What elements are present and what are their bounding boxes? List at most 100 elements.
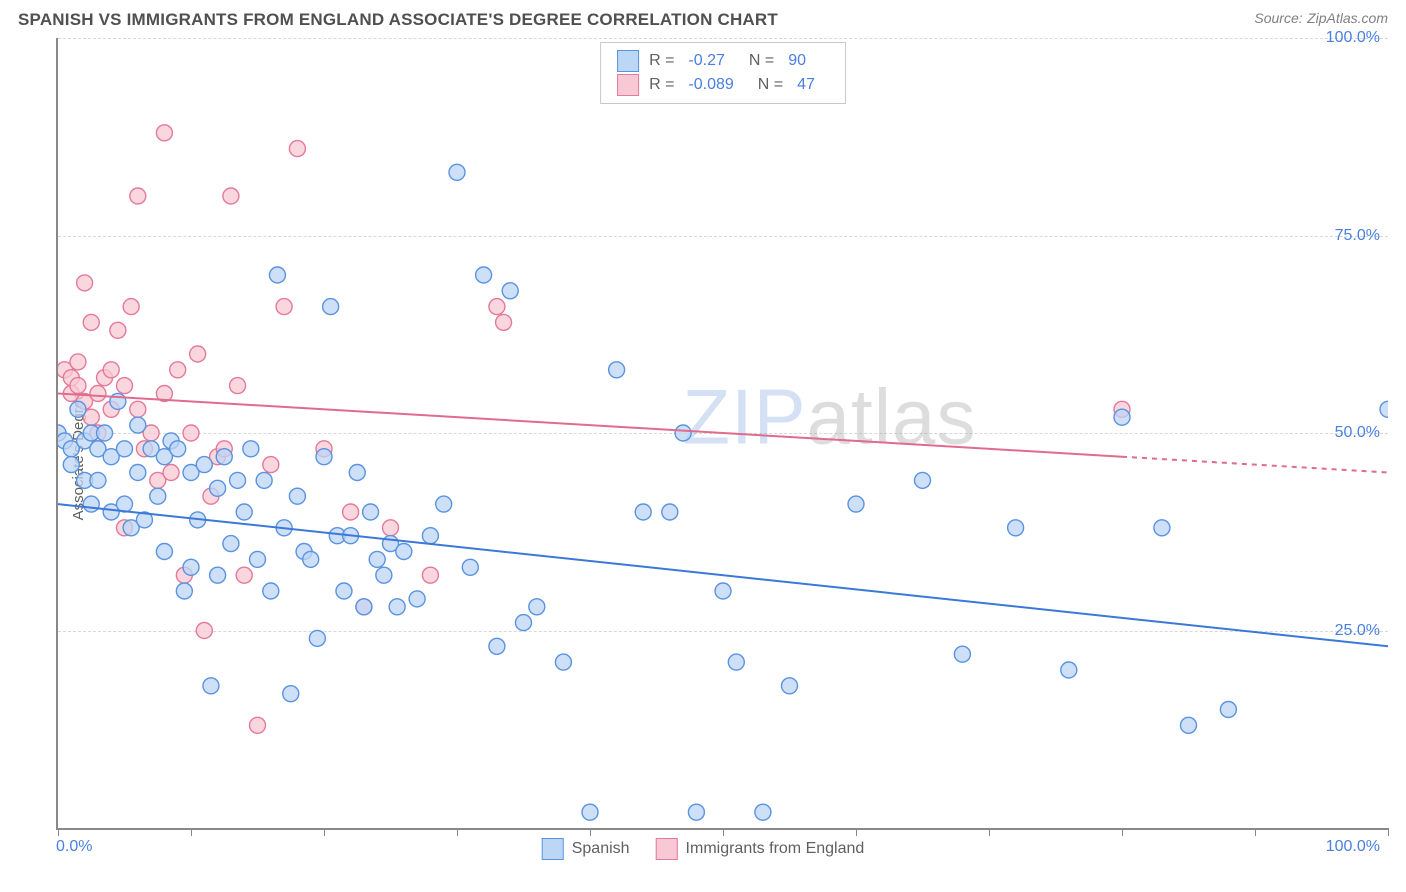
scatter-point [356, 599, 372, 615]
n-label-1: N = [758, 73, 783, 97]
scatter-point [156, 125, 172, 141]
scatter-point [462, 559, 478, 575]
legend-row-0: R = -0.27 N = 90 [617, 49, 829, 73]
scatter-point [83, 496, 99, 512]
scatter-point [236, 504, 252, 520]
scatter-point [97, 425, 113, 441]
x-tick [723, 828, 724, 836]
scatter-point [1220, 702, 1236, 718]
scatter-point [230, 378, 246, 394]
scatter-point [223, 536, 239, 552]
scatter-point [316, 449, 332, 465]
scatter-point [848, 496, 864, 512]
scatter-point [283, 686, 299, 702]
x-axis-min-label: 0.0% [56, 838, 92, 856]
scatter-point [303, 551, 319, 567]
scatter-point [190, 346, 206, 362]
n-value-0: 90 [788, 49, 806, 73]
r-label-1: R = [649, 73, 674, 97]
scatter-point [90, 386, 106, 402]
scatter-point [449, 164, 465, 180]
x-tick [457, 828, 458, 836]
scatter-point [396, 544, 412, 560]
scatter-point [1114, 409, 1130, 425]
scatter-point [609, 362, 625, 378]
scatter-point [196, 457, 212, 473]
scatter-point [203, 678, 219, 694]
scatter-point [662, 504, 678, 520]
legend-bottom-swatch-0 [542, 838, 564, 860]
scatter-point [176, 583, 192, 599]
scatter-point [383, 520, 399, 536]
scatter-point [1061, 662, 1077, 678]
scatter-point [83, 314, 99, 330]
scatter-point [516, 615, 532, 631]
scatter-point [336, 583, 352, 599]
scatter-point [376, 567, 392, 583]
scatter-point [323, 299, 339, 315]
legend-bottom-swatch-1 [656, 838, 678, 860]
trend-line [58, 504, 1388, 646]
scatter-point [210, 480, 226, 496]
scatter-point [343, 504, 359, 520]
scatter-point [728, 654, 744, 670]
scatter-point [555, 654, 571, 670]
scatter-point [389, 599, 405, 615]
scatter-point [103, 362, 119, 378]
x-tick [989, 828, 990, 836]
scatter-point [269, 267, 285, 283]
scatter-point [163, 465, 179, 481]
legend-bottom-label-1: Immigrants from England [686, 840, 865, 858]
scatter-point [223, 188, 239, 204]
source-name: ZipAtlas.com [1307, 10, 1388, 26]
scatter-point [915, 472, 931, 488]
scatter-point [276, 299, 292, 315]
scatter-point [489, 638, 505, 654]
legend-item-0: Spanish [542, 838, 630, 860]
scatter-point [489, 299, 505, 315]
scatter-point [77, 275, 93, 291]
x-tick [1255, 828, 1256, 836]
scatter-point [289, 141, 305, 157]
scatter-point [409, 591, 425, 607]
scatter-point [1008, 520, 1024, 536]
scatter-point [130, 465, 146, 481]
scatter-point [150, 488, 166, 504]
scatter-point [363, 504, 379, 520]
scatter-point [1181, 717, 1197, 733]
scatter-point [349, 465, 365, 481]
scatter-point [183, 425, 199, 441]
x-tick [191, 828, 192, 836]
scatter-point [90, 472, 106, 488]
r-label-0: R = [649, 49, 674, 73]
scatter-point [782, 678, 798, 694]
n-label-0: N = [749, 49, 774, 73]
scatter-point [422, 528, 438, 544]
chart-title: SPANISH VS IMMIGRANTS FROM ENGLAND ASSOC… [18, 10, 778, 30]
scatter-point [70, 401, 86, 417]
r-value-1: -0.089 [688, 73, 733, 97]
scatter-point [369, 551, 385, 567]
plot-area: ZIPatlas R = -0.27 N = 90 R = -0.089 N =… [56, 38, 1388, 830]
scatter-point [675, 425, 691, 441]
scatter-point [263, 583, 279, 599]
scatter-point [196, 623, 212, 639]
scatter-point [582, 804, 598, 820]
scatter-point [130, 417, 146, 433]
x-tick [1388, 828, 1389, 836]
scatter-point [755, 804, 771, 820]
scatter-point [529, 599, 545, 615]
scatter-point [230, 472, 246, 488]
trend-line-dashed [1122, 457, 1388, 473]
x-tick [58, 828, 59, 836]
x-tick [324, 828, 325, 836]
n-value-1: 47 [797, 73, 815, 97]
scatter-point [156, 544, 172, 560]
scatter-point [110, 322, 126, 338]
scatter-point [117, 378, 133, 394]
scatter-point [250, 551, 266, 567]
series-legend: Spanish Immigrants from England [542, 838, 865, 860]
scatter-point [635, 504, 651, 520]
scatter-point [436, 496, 452, 512]
scatter-point [476, 267, 492, 283]
